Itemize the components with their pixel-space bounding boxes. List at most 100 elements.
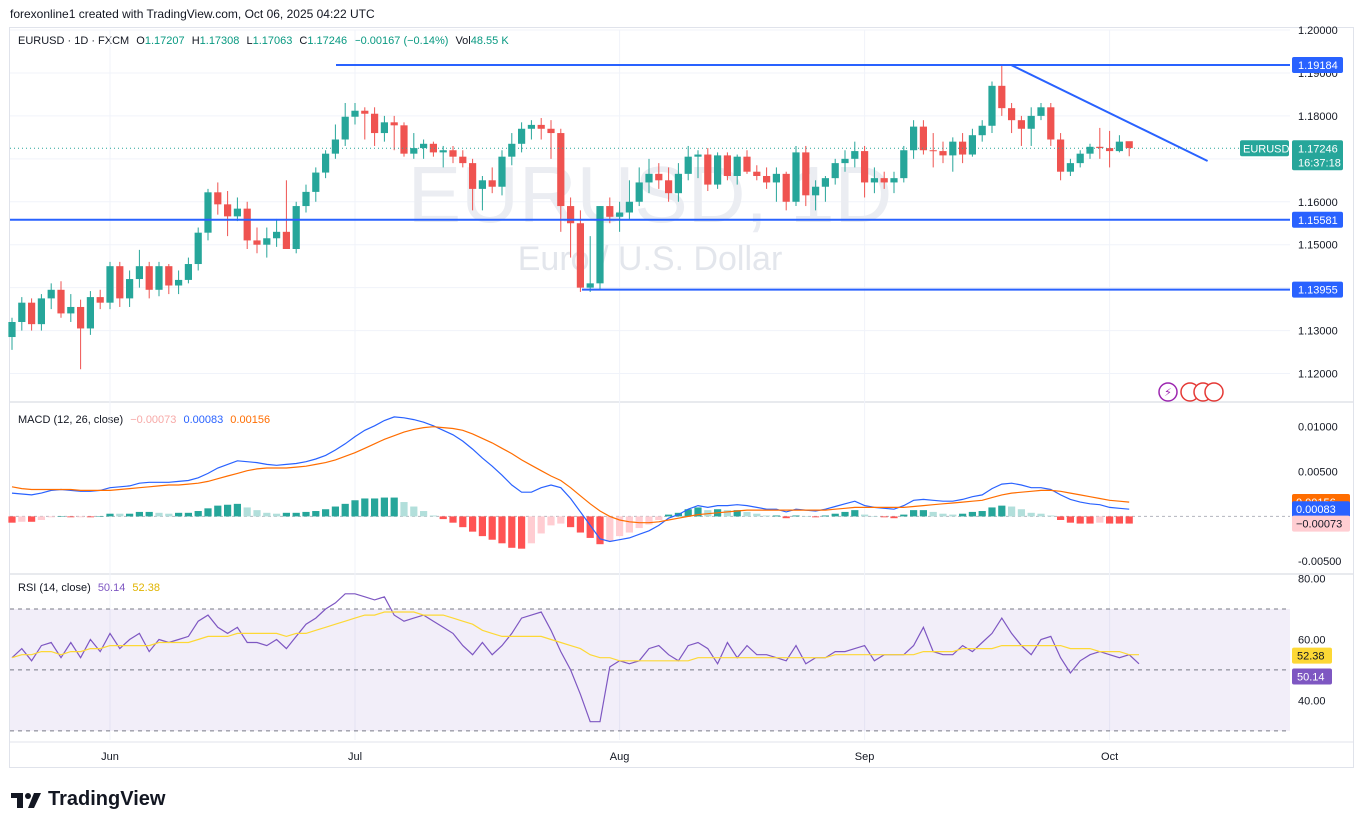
candle-body[interactable] (890, 178, 898, 183)
candle-body[interactable] (861, 151, 869, 183)
candle-body[interactable] (939, 151, 947, 156)
candle-body[interactable] (233, 208, 241, 217)
candle-body[interactable] (665, 180, 673, 194)
candle-body[interactable] (469, 163, 477, 189)
candle-body[interactable] (8, 322, 16, 338)
candle-body[interactable] (596, 206, 604, 284)
macd-title[interactable]: MACD (12, 26, close) (18, 414, 124, 426)
rsi-ma-line[interactable] (11, 611, 1139, 662)
candle-body[interactable] (684, 156, 692, 174)
candle-body[interactable] (439, 150, 447, 153)
candle-body[interactable] (204, 192, 212, 233)
candle-body[interactable] (841, 158, 849, 164)
candle-body[interactable] (576, 223, 584, 288)
candle-body[interactable] (537, 124, 545, 129)
event-icons[interactable]: ⚡ (1158, 382, 1224, 402)
candle-body[interactable] (802, 152, 810, 196)
candle-body[interactable] (96, 297, 104, 303)
candle-body[interactable] (910, 126, 918, 151)
candle-body[interactable] (498, 156, 506, 187)
candle-body[interactable] (655, 173, 663, 181)
candle-body[interactable] (165, 266, 173, 286)
candle-body[interactable] (351, 110, 359, 117)
candle-body[interactable] (400, 125, 408, 154)
candle-body[interactable] (194, 232, 202, 265)
candle-body[interactable] (1066, 163, 1074, 172)
candle-body[interactable] (870, 178, 878, 183)
candle-body[interactable] (214, 192, 222, 205)
candle-body[interactable] (772, 173, 780, 183)
candle-body[interactable] (831, 163, 839, 179)
candle-body[interactable] (18, 302, 26, 322)
tradingview-logo[interactable]: TradingView (10, 788, 165, 811)
candle-body[interactable] (704, 154, 712, 185)
candle-body[interactable] (37, 298, 45, 325)
candle-body[interactable] (459, 156, 467, 164)
candle-body[interactable] (175, 279, 183, 286)
candle-body[interactable] (753, 171, 761, 176)
candle-body[interactable] (900, 150, 908, 179)
candle-body[interactable] (361, 110, 369, 114)
candle-body[interactable] (988, 85, 996, 126)
candle-body[interactable] (243, 208, 251, 241)
candle-body[interactable] (1008, 108, 1016, 121)
candle-body[interactable] (1076, 153, 1084, 164)
candle-body[interactable] (380, 122, 388, 134)
candle-body[interactable] (77, 306, 85, 329)
candle-body[interactable] (331, 139, 339, 154)
candle-body[interactable] (322, 153, 330, 173)
candle-body[interactable] (674, 173, 682, 194)
candle-body[interactable] (371, 113, 379, 134)
us-flag-icon[interactable] (1204, 382, 1224, 402)
candle-body[interactable] (86, 297, 94, 329)
candle-body[interactable] (341, 116, 349, 140)
candle-body[interactable] (410, 148, 418, 154)
candle-body[interactable] (478, 180, 486, 189)
candle-body[interactable] (625, 201, 633, 213)
candle-body[interactable] (292, 206, 300, 249)
candle-body[interactable] (155, 266, 163, 290)
candle-body[interactable] (28, 302, 36, 325)
candle-body[interactable] (616, 212, 624, 217)
candle-body[interactable] (57, 289, 65, 314)
candle-body[interactable] (645, 173, 653, 183)
trendline[interactable] (1011, 64, 1209, 162)
macd-line[interactable] (11, 416, 1130, 543)
candle-body[interactable] (263, 238, 271, 245)
candle-body[interactable] (429, 143, 437, 153)
candle-body[interactable] (1037, 107, 1045, 116)
candle-body[interactable] (1086, 146, 1094, 154)
candle-body[interactable] (929, 150, 937, 152)
candle-body[interactable] (567, 206, 575, 224)
candle-body[interactable] (488, 180, 496, 187)
candle-body[interactable] (67, 306, 75, 314)
candle-body[interactable] (224, 204, 232, 217)
candle-body[interactable] (508, 143, 516, 157)
candle-body[interactable] (302, 191, 310, 207)
candle-body[interactable] (145, 266, 153, 290)
candle-body[interactable] (1047, 107, 1055, 140)
candle-body[interactable] (1125, 141, 1133, 149)
candle-body[interactable] (557, 133, 565, 207)
candle-body[interactable] (449, 150, 457, 157)
candle-body[interactable] (694, 154, 702, 157)
candle-body[interactable] (135, 266, 143, 280)
candle-body[interactable] (743, 156, 751, 172)
candle-body[interactable] (635, 182, 643, 202)
candle-body[interactable] (253, 240, 261, 245)
rsi-title[interactable]: RSI (14, close) (18, 582, 91, 594)
candle-body[interactable] (851, 151, 859, 159)
candle-body[interactable] (949, 141, 957, 156)
candle-body[interactable] (606, 206, 614, 217)
lightning-icon[interactable] (1158, 382, 1178, 402)
symbol-name[interactable]: EURUSD · 1D · FXCM (18, 35, 130, 47)
rsi-line[interactable] (11, 593, 1140, 723)
candle-body[interactable] (420, 143, 428, 149)
candle-body[interactable] (880, 178, 888, 183)
candle-body[interactable] (1027, 115, 1035, 129)
candle-body[interactable] (1106, 148, 1114, 152)
candle-body[interactable] (733, 156, 741, 176)
candle-body[interactable] (919, 126, 927, 151)
candle-body[interactable] (390, 122, 398, 126)
